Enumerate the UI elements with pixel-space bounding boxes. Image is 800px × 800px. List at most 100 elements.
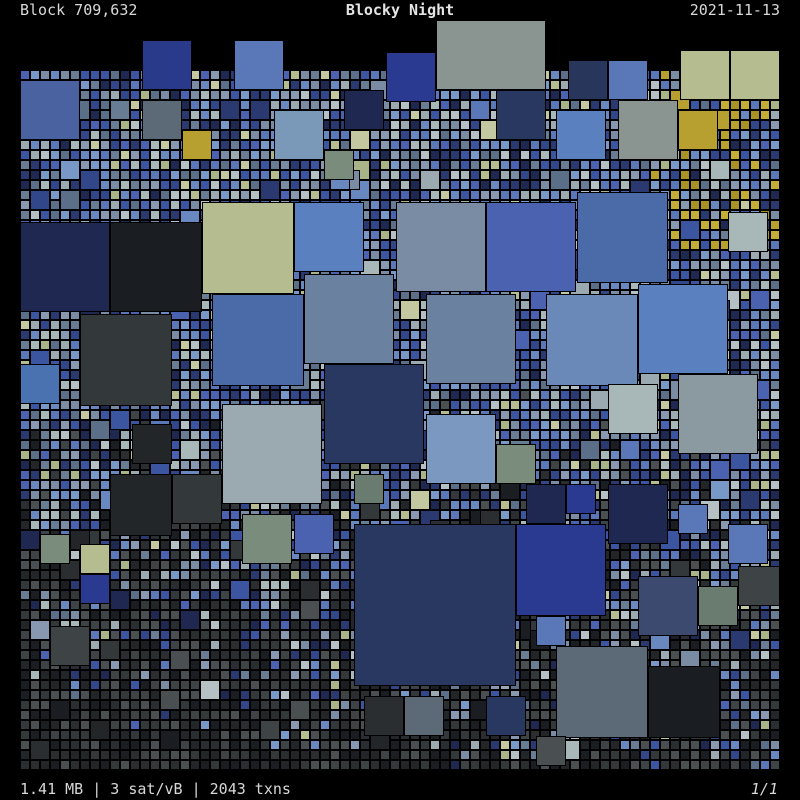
transaction-cell — [580, 470, 590, 480]
transaction-cell — [660, 550, 670, 560]
transaction-cell — [490, 400, 500, 410]
transaction-cell — [340, 510, 350, 520]
transaction-cell — [660, 420, 670, 430]
transaction-cell — [770, 190, 780, 200]
transaction-cell — [260, 600, 270, 610]
transaction-cell — [190, 110, 200, 120]
transaction-cell — [340, 680, 350, 690]
transaction-cell — [700, 230, 710, 240]
transaction-cell — [20, 480, 30, 490]
transaction-cell — [240, 680, 250, 690]
transaction-cell — [70, 70, 80, 80]
transaction-cell — [230, 120, 240, 130]
transaction-cell — [460, 140, 470, 150]
transaction-cell — [210, 600, 220, 610]
transaction-cell — [350, 720, 360, 730]
transaction-cell — [450, 690, 460, 700]
transaction-cell — [30, 560, 40, 570]
transaction-cell — [170, 140, 180, 150]
transaction-cell — [470, 500, 480, 510]
transaction-cell — [80, 80, 90, 90]
transaction-cell — [330, 580, 340, 590]
transaction-cell — [30, 690, 40, 700]
transaction-cell — [220, 600, 230, 610]
transaction-cell — [140, 650, 150, 660]
transaction-cell — [480, 170, 490, 180]
transaction-cell — [550, 90, 560, 100]
transaction-cell — [330, 80, 340, 90]
transaction-cell — [520, 150, 530, 160]
transaction-cell — [230, 560, 240, 570]
transaction-cell — [50, 410, 60, 420]
transaction-cell — [70, 500, 80, 510]
transaction-cell — [700, 560, 710, 570]
transaction-cell — [90, 210, 100, 220]
transaction-cell — [470, 390, 480, 400]
transaction-cell — [390, 110, 400, 120]
transaction-cell — [240, 90, 250, 100]
transaction-cell — [320, 620, 330, 630]
transaction-cell — [30, 480, 40, 490]
transaction-cell — [80, 510, 90, 520]
transaction-cell — [220, 390, 230, 400]
transaction-cell — [420, 110, 430, 120]
transaction-cell — [330, 140, 340, 150]
transaction-cell — [560, 420, 570, 430]
transaction-cell — [380, 170, 390, 180]
transaction-cell — [240, 720, 250, 730]
transaction-cell — [740, 320, 750, 330]
transaction-cell — [290, 100, 300, 110]
transaction-cell — [380, 220, 390, 230]
transaction-cell — [630, 170, 640, 180]
transaction-cell — [210, 180, 220, 190]
transaction-cell — [30, 680, 40, 690]
transaction-cell — [470, 690, 480, 700]
transaction-cell — [20, 450, 30, 460]
transaction-cell — [770, 430, 780, 440]
transaction-cell — [630, 160, 640, 170]
transaction-cell — [770, 670, 780, 680]
transaction-cell — [40, 70, 50, 80]
transaction-cell — [400, 340, 410, 350]
transaction-cell — [240, 620, 250, 630]
transaction-cell — [320, 70, 330, 80]
transaction-cell — [560, 400, 570, 410]
transaction-cell — [290, 650, 300, 660]
transaction-cell — [760, 710, 770, 720]
transaction-cell — [190, 100, 200, 110]
transaction-cell — [220, 710, 230, 720]
transaction-cell — [140, 640, 150, 650]
transaction-cell — [630, 570, 640, 580]
transaction-cell — [200, 170, 210, 180]
transaction-cell — [50, 70, 60, 80]
transaction-cell — [340, 600, 350, 610]
transaction-cell — [250, 600, 260, 610]
transaction-cell — [250, 140, 260, 150]
transaction-cell — [60, 410, 70, 420]
transaction-cell — [210, 640, 220, 650]
transaction-cell — [280, 600, 290, 610]
transaction-cell — [490, 390, 500, 400]
transaction-cell — [100, 710, 110, 720]
transaction-cell — [140, 590, 150, 600]
transaction-cell — [640, 440, 650, 450]
transaction-cell — [90, 710, 100, 720]
transaction-cell — [690, 160, 700, 170]
transaction-cell — [740, 140, 750, 150]
transaction-cell — [620, 610, 630, 620]
transaction-cell — [280, 190, 290, 200]
transaction-cell — [650, 180, 660, 190]
transaction-cell — [730, 180, 740, 190]
transaction-cell — [280, 570, 290, 580]
transaction-cell — [300, 620, 310, 630]
transaction-cell — [30, 460, 40, 470]
transaction-cell — [330, 630, 340, 640]
transaction-cell — [760, 420, 770, 430]
transaction-cell — [80, 440, 90, 450]
transaction-cell — [290, 190, 300, 200]
transaction-cell — [690, 270, 700, 280]
transaction-cell — [540, 150, 550, 160]
transaction-cell — [660, 450, 670, 460]
transaction-cell — [200, 640, 210, 650]
transaction-cell — [130, 550, 140, 560]
